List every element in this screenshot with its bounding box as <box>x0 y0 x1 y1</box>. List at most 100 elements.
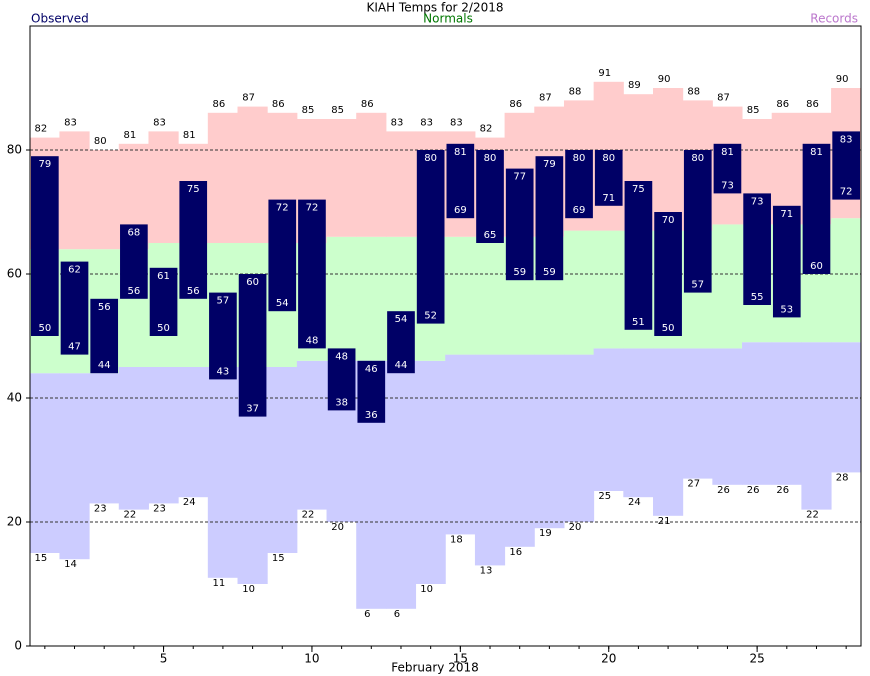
observed-bar <box>120 224 148 299</box>
record-high-band <box>653 88 684 231</box>
record-high-band <box>771 112 802 225</box>
record-high-label: 85 <box>331 105 344 116</box>
record-low-label: 26 <box>776 485 789 496</box>
x-axis-label: February 2018 <box>391 661 479 675</box>
observed-low-label: 60 <box>810 261 823 272</box>
record-high-label: 87 <box>717 93 730 104</box>
x-tick-label: 15 <box>453 652 468 666</box>
record-low-label: 11 <box>213 578 226 589</box>
observed-high-label: 81 <box>810 147 823 158</box>
y-tick-label: 40 <box>7 391 22 405</box>
observed-high-label: 80 <box>691 153 704 164</box>
x-tick-label: 5 <box>160 652 168 666</box>
observed-high-label: 79 <box>543 159 556 170</box>
record-high-label: 86 <box>361 99 374 110</box>
observed-high-label: 62 <box>68 265 81 276</box>
observed-high-label: 80 <box>424 153 437 164</box>
observed-high-label: 54 <box>395 314 408 325</box>
observed-bar <box>624 181 653 330</box>
observed-high-label: 80 <box>602 153 615 164</box>
record-low-band <box>474 354 506 566</box>
observed-bar <box>535 156 564 281</box>
record-low-band <box>712 348 743 485</box>
observed-high-label: 80 <box>484 153 497 164</box>
record-low-band <box>563 354 595 522</box>
record-low-band <box>534 354 565 529</box>
record-high-label: 83 <box>420 117 433 128</box>
x-tick-label: 10 <box>304 652 319 666</box>
record-low-band <box>742 342 773 485</box>
observed-low-label: 56 <box>187 286 200 297</box>
record-high-label: 83 <box>153 117 166 128</box>
record-low-label: 28 <box>836 472 849 483</box>
observed-high-label: 70 <box>662 215 675 226</box>
record-high-label: 83 <box>391 117 404 128</box>
observed-low-label: 72 <box>840 187 853 198</box>
record-low-band <box>801 342 832 510</box>
record-high-band <box>326 119 357 237</box>
observed-low-label: 36 <box>365 410 378 421</box>
normal-band <box>593 230 624 349</box>
observed-bar <box>357 360 386 423</box>
observed-low-label: 59 <box>513 267 526 278</box>
record-high-label: 85 <box>747 105 760 116</box>
observed-high-label: 73 <box>751 196 764 207</box>
observed-low-label: 59 <box>543 267 556 278</box>
record-high-label: 88 <box>569 86 582 97</box>
record-high-label: 90 <box>658 74 671 85</box>
observed-bar <box>387 311 415 374</box>
observed-low-label: 37 <box>246 404 259 415</box>
observed-bar <box>565 150 593 219</box>
record-low-label: 20 <box>569 522 582 533</box>
record-low-label: 23 <box>153 503 166 514</box>
record-high-band <box>237 106 268 243</box>
record-low-band <box>831 342 862 473</box>
record-low-label: 15 <box>272 553 285 564</box>
observed-high-label: 60 <box>246 277 259 288</box>
observed-low-label: 54 <box>276 298 289 309</box>
record-high-label: 88 <box>687 86 700 97</box>
observed-high-label: 72 <box>306 203 319 214</box>
observed-bar <box>446 143 475 219</box>
normal-band <box>563 230 595 355</box>
record-high-band <box>356 112 387 237</box>
record-high-label: 86 <box>806 99 819 110</box>
record-high-label: 85 <box>302 105 315 116</box>
record-high-label: 82 <box>34 124 47 135</box>
record-low-label: 23 <box>94 503 107 514</box>
record-low-label: 18 <box>450 534 463 545</box>
y-tick-label: 60 <box>7 267 22 281</box>
record-high-band <box>59 131 90 250</box>
record-high-label: 82 <box>480 124 493 135</box>
record-low-label: 6 <box>394 609 400 620</box>
observed-bar <box>60 261 89 355</box>
record-high-label: 86 <box>509 99 522 110</box>
record-low-label: 13 <box>480 565 493 576</box>
observed-low-label: 57 <box>691 280 704 291</box>
plot-frame <box>29 25 862 647</box>
observed-high-label: 79 <box>38 159 51 170</box>
observed-bar <box>238 274 267 417</box>
observed-high-label: 83 <box>840 134 853 145</box>
record-low-label: 26 <box>747 485 760 496</box>
record-low-band <box>296 360 328 510</box>
record-low-label: 22 <box>302 510 315 521</box>
observed-low-label: 55 <box>751 292 764 303</box>
observed-bar <box>327 348 356 411</box>
record-low-band <box>682 348 713 479</box>
record-low-label: 22 <box>806 510 819 521</box>
record-high-label: 83 <box>64 117 77 128</box>
record-low-band <box>385 360 417 609</box>
y-tick-label: 80 <box>7 143 22 157</box>
legend-entry: Observed <box>31 12 89 26</box>
observed-low-label: 47 <box>68 342 81 353</box>
observed-bar <box>832 131 860 200</box>
record-high-label: 86 <box>776 99 789 110</box>
observed-low-label: 50 <box>38 323 51 334</box>
observed-high-label: 56 <box>98 302 111 313</box>
observed-high-label: 46 <box>365 364 378 375</box>
record-low-band <box>771 342 802 485</box>
record-low-band <box>267 367 298 553</box>
observed-high-label: 75 <box>187 184 200 195</box>
